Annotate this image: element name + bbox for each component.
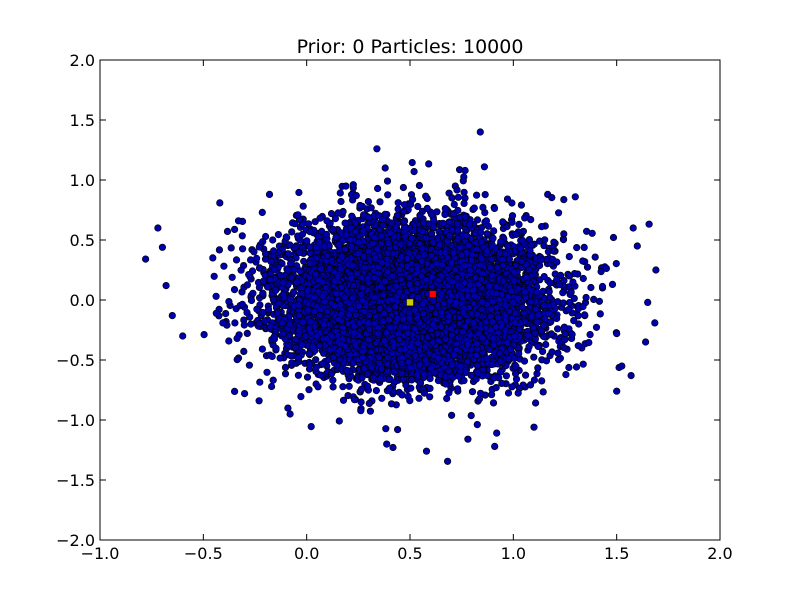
particle-point [531, 399, 540, 407]
particle-point [295, 188, 303, 197]
particle-point [526, 381, 535, 389]
particle-point [492, 384, 500, 392]
particle-point [394, 199, 402, 207]
particle-point [382, 425, 390, 433]
particle-point [231, 319, 239, 327]
chart-title: Prior: 0 Particles: 10000 [297, 36, 524, 58]
particle-point [299, 202, 307, 210]
particle-point [383, 177, 392, 185]
particle-point [504, 389, 513, 397]
particle-point [294, 371, 303, 379]
particle-point [560, 196, 568, 204]
particle-point [580, 311, 589, 319]
particle-point [488, 391, 496, 399]
particle-point [460, 199, 468, 207]
particle-point [387, 400, 396, 408]
particle-point [539, 388, 547, 396]
particle-point [297, 393, 305, 401]
particle-point [220, 262, 228, 270]
particle-point [364, 198, 373, 206]
particle-point [212, 309, 220, 317]
particle-point [262, 250, 270, 258]
particle-point [580, 243, 588, 251]
particle-point [288, 228, 296, 236]
particle-point [263, 368, 271, 376]
particle-point [596, 310, 604, 318]
particle-point [238, 232, 246, 240]
particle-point [525, 343, 533, 351]
particle-point [398, 391, 406, 399]
particle-point [454, 385, 462, 393]
particle-point [212, 292, 220, 300]
particle-point [470, 204, 478, 212]
particle-point [422, 192, 430, 200]
particle-point [582, 293, 590, 302]
particle-point [223, 227, 232, 235]
particle-point [281, 363, 290, 372]
particle-point [158, 243, 166, 251]
particle-point [612, 260, 620, 268]
particle-point [415, 181, 424, 190]
particle-point [572, 363, 581, 371]
particle-point [425, 160, 433, 168]
particle-point [468, 388, 477, 396]
particle-point [367, 204, 375, 212]
particle-point [274, 231, 283, 239]
particle-point [502, 372, 511, 380]
particle-point [565, 363, 573, 372]
particle-point [490, 374, 498, 382]
particle-point [590, 295, 598, 304]
particle-point [448, 194, 456, 202]
particle-point [249, 289, 257, 297]
particle-point [305, 386, 313, 394]
particle-point [269, 236, 277, 244]
particle-point [383, 440, 391, 448]
particle-point [450, 200, 458, 208]
particle-point [225, 298, 233, 306]
particle-point [304, 220, 313, 228]
particle-point [651, 319, 659, 327]
particle-point [497, 368, 505, 376]
particle-point [215, 246, 223, 254]
particle-point [587, 283, 595, 292]
particle-point [548, 194, 556, 202]
particle-point [454, 193, 462, 201]
particle-point [363, 382, 372, 390]
particle-point [258, 208, 266, 216]
particle-point [389, 443, 397, 452]
particle-point [345, 382, 353, 390]
particle-point [579, 360, 587, 368]
points-layer [142, 128, 660, 465]
particle-point [329, 383, 337, 391]
particle-point [483, 230, 491, 238]
particle-point [366, 407, 375, 415]
particle-point [243, 329, 251, 338]
particle-point [225, 337, 233, 345]
particle-point [460, 188, 468, 196]
particle-point [546, 279, 554, 287]
particle-point [337, 197, 345, 206]
particle-point [554, 209, 563, 217]
particle-point [618, 362, 626, 370]
particle-point [209, 254, 217, 262]
particle-point [554, 356, 563, 364]
particle-point [515, 220, 523, 228]
particle-point [415, 394, 423, 402]
particle-point [384, 367, 392, 375]
